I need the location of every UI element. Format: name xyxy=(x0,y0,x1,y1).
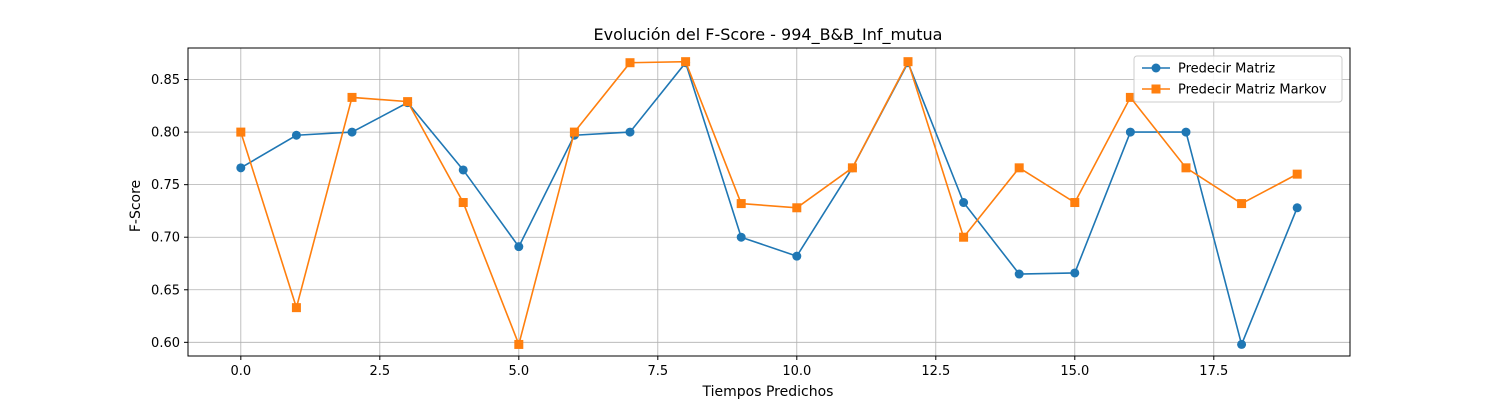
data-point xyxy=(959,232,969,242)
y-axis-label: F-Score xyxy=(128,180,144,232)
data-point xyxy=(1014,163,1024,173)
x-tick-label: 15.0 xyxy=(1060,364,1089,379)
data-point xyxy=(236,163,246,173)
y-tick-label: 0.85 xyxy=(151,73,180,88)
x-axis: 0.0 2.5 5.0 7.5 10.0 12.5 15.0 17.5 xyxy=(230,356,1228,379)
data-point xyxy=(736,232,746,242)
data-point xyxy=(1237,339,1247,349)
series-1 xyxy=(236,57,1302,349)
x-tick-label: 7.5 xyxy=(647,364,668,379)
legend: Predecir Matriz Predecir Matriz Markov xyxy=(1133,55,1343,103)
data-point xyxy=(458,198,468,208)
legend-item: Predecir Matriz xyxy=(1142,62,1275,77)
x-tick-label: 10.0 xyxy=(782,364,811,379)
legend-marker xyxy=(1151,84,1161,94)
data-point xyxy=(792,251,802,261)
data-point xyxy=(959,198,969,208)
data-point xyxy=(1070,198,1080,208)
plot-frame xyxy=(187,47,1351,357)
data-point xyxy=(625,58,635,68)
y-tick-label: 0.70 xyxy=(151,231,180,246)
data-point xyxy=(347,92,357,102)
series-line xyxy=(240,60,1298,347)
data-point xyxy=(1237,199,1247,209)
data-point xyxy=(291,130,301,140)
y-tick-label: 0.75 xyxy=(151,178,180,193)
data-point xyxy=(1125,92,1135,102)
data-point xyxy=(1125,127,1135,137)
data-point xyxy=(347,127,357,137)
legend-box xyxy=(1133,55,1343,103)
x-tick-label: 12.5 xyxy=(921,364,950,379)
data-point xyxy=(569,127,579,137)
x-tick-label: 17.5 xyxy=(1199,364,1228,379)
legend-marker xyxy=(1151,63,1161,73)
data-point xyxy=(1181,163,1191,173)
data-point xyxy=(1292,169,1302,179)
data-point xyxy=(291,303,301,313)
series-line xyxy=(240,59,1298,348)
chart-title: Evolución del F-Score - 994_B&B_Inf_mutu… xyxy=(594,25,943,45)
x-tick-label: 5.0 xyxy=(508,364,529,379)
data-point xyxy=(847,163,857,173)
data-point xyxy=(625,127,635,137)
legend-label: Predecir Matriz xyxy=(1178,62,1275,77)
data-point xyxy=(1014,269,1024,279)
data-point xyxy=(514,339,524,349)
data-point xyxy=(458,165,468,175)
legend-label: Predecir Matriz Markov xyxy=(1178,83,1327,98)
x-tick-label: 2.5 xyxy=(369,364,390,379)
y-axis: 0.60 0.65 0.70 0.75 0.80 0.85 xyxy=(151,73,188,351)
legend-item: Predecir Matriz Markov xyxy=(1142,83,1327,98)
data-point xyxy=(903,57,913,67)
x-tick-label: 0.0 xyxy=(230,364,251,379)
data-point xyxy=(1181,127,1191,137)
data-point xyxy=(514,242,524,252)
y-tick-label: 0.80 xyxy=(151,126,180,141)
y-tick-label: 0.60 xyxy=(151,336,180,351)
data-point xyxy=(1070,268,1080,278)
x-axis-label: Tiempos Predichos xyxy=(702,384,834,400)
y-tick-label: 0.65 xyxy=(151,283,180,298)
data-point xyxy=(403,97,413,107)
data-point xyxy=(681,57,691,67)
data-point xyxy=(1292,203,1302,213)
data-point xyxy=(792,203,802,213)
data-point xyxy=(736,199,746,209)
series-0 xyxy=(236,58,1302,349)
series-layer xyxy=(236,57,1302,349)
data-point xyxy=(236,127,246,137)
